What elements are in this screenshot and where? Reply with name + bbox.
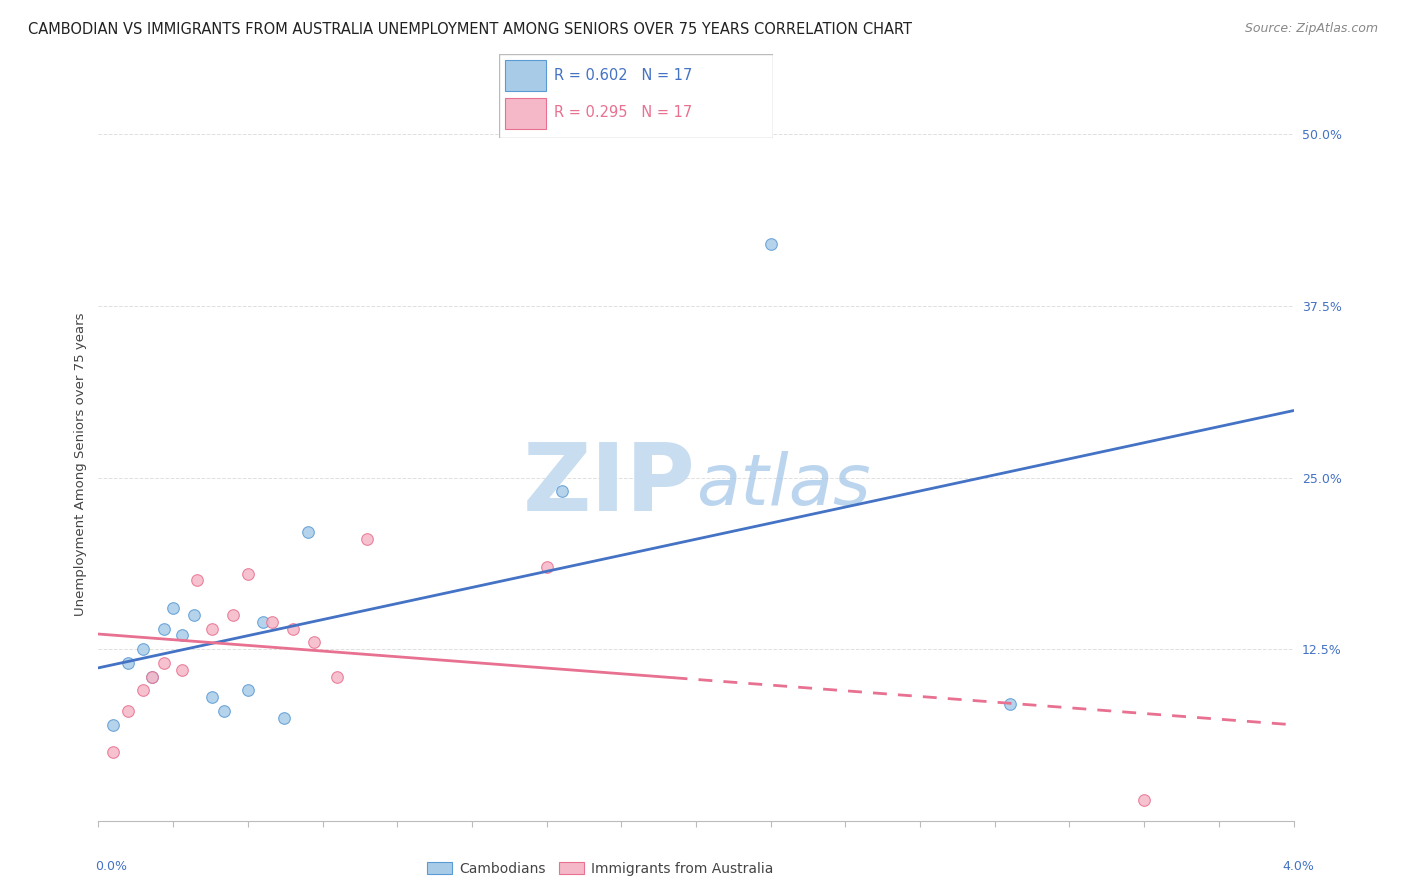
Point (153, 656, 176, 670)
Text: 4.0%: 4.0% (1282, 860, 1315, 872)
Point (132, 642, 155, 657)
Point (132, 683, 155, 698)
Point (141, 669, 163, 683)
Point (998, 697, 1021, 711)
Point (536, 559, 558, 574)
Legend: Cambodians, Immigrants from Australia: Cambodians, Immigrants from Australia (422, 856, 779, 881)
Point (117, 656, 139, 670)
Point (236, 566, 259, 581)
Point (260, 615, 283, 629)
Point (273, 711, 295, 725)
Text: atlas: atlas (696, 450, 870, 520)
Text: ZIP: ZIP (523, 439, 696, 532)
Point (153, 622, 176, 636)
Point (252, 615, 274, 629)
Point (186, 574, 208, 588)
Point (236, 683, 259, 698)
FancyBboxPatch shape (505, 61, 546, 91)
FancyBboxPatch shape (499, 54, 773, 138)
Y-axis label: Unemployment Among Seniors over 75 years: Unemployment Among Seniors over 75 years (75, 312, 87, 615)
FancyBboxPatch shape (505, 98, 546, 129)
Point (201, 690, 224, 705)
Point (172, 628, 194, 642)
Point (212, 704, 235, 718)
Point (117, 704, 139, 718)
Text: 0.0%: 0.0% (96, 860, 128, 872)
Point (141, 669, 163, 683)
Point (172, 663, 194, 677)
Text: R = 0.602   N = 17: R = 0.602 N = 17 (554, 68, 692, 83)
Point (326, 669, 349, 683)
Point (222, 607, 245, 622)
Point (302, 635, 325, 649)
Point (356, 533, 378, 547)
Point (281, 622, 304, 636)
Point (550, 484, 572, 499)
Point (103, 717, 125, 731)
Point (297, 525, 319, 540)
Point (759, 237, 782, 252)
Text: CAMBODIAN VS IMMIGRANTS FROM AUSTRALIA UNEMPLOYMENT AMONG SENIORS OVER 75 YEARS : CAMBODIAN VS IMMIGRANTS FROM AUSTRALIA U… (28, 22, 912, 37)
Point (201, 622, 224, 636)
Point (1133, 793, 1156, 807)
Point (183, 607, 205, 622)
Point (103, 745, 125, 759)
Text: Source: ZipAtlas.com: Source: ZipAtlas.com (1244, 22, 1378, 36)
Text: R = 0.295   N = 17: R = 0.295 N = 17 (554, 105, 692, 120)
Point (162, 601, 184, 615)
